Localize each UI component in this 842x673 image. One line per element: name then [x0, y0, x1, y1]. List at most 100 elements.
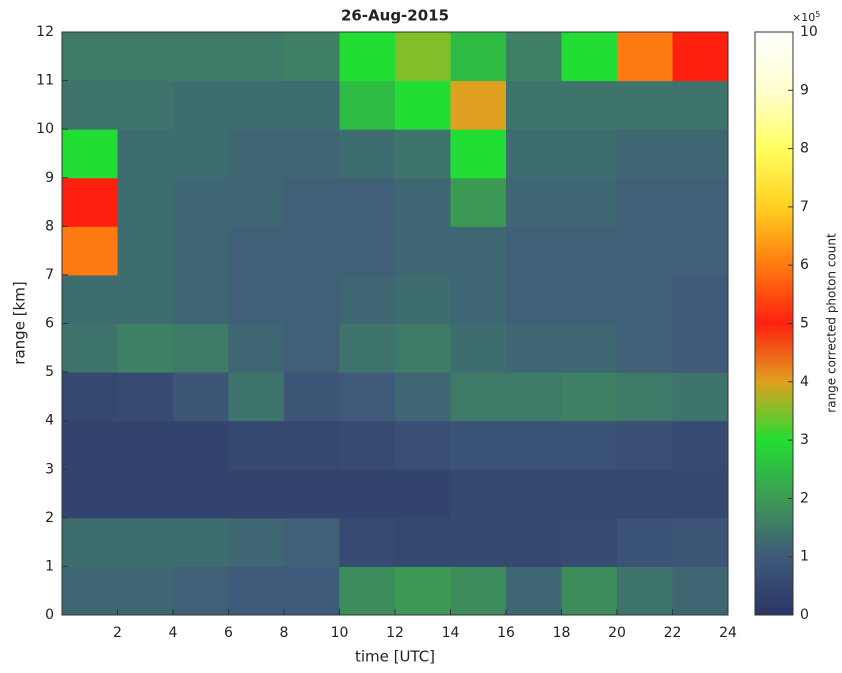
heat-cell — [117, 177, 174, 227]
x-tick-label: 10 — [331, 625, 349, 641]
heat-cell — [617, 372, 673, 422]
heat-cell — [62, 566, 118, 616]
heat-cell — [395, 469, 451, 519]
heat-cell — [561, 129, 618, 179]
colorbar-label: range corrected photon count — [825, 233, 839, 413]
y-tick-label: 6 — [45, 316, 54, 332]
colorbar-tick-label: 2 — [800, 490, 809, 506]
heat-cell — [561, 80, 618, 130]
heat-cell — [506, 274, 562, 324]
heat-cell — [228, 177, 285, 227]
heat-cell — [62, 372, 118, 422]
x-tick-label: 16 — [497, 625, 515, 641]
heat-cell — [228, 517, 285, 567]
colorbar-tick-label: 1 — [800, 549, 809, 565]
heat-cell — [339, 80, 396, 130]
heat-cell — [117, 566, 174, 616]
heat-cell — [228, 420, 285, 470]
x-tick-label: 14 — [442, 625, 460, 641]
heat-cell — [617, 420, 673, 470]
heat-cell — [62, 469, 118, 519]
heat-cell — [672, 80, 729, 130]
colorbar-tick-label: 7 — [800, 199, 809, 215]
heat-cell — [617, 177, 673, 227]
heat-cell — [173, 566, 229, 616]
heat-cell — [617, 226, 673, 276]
colorbar-scale-exp: 5 — [815, 10, 820, 19]
heat-cell — [506, 372, 562, 422]
heat-cell — [173, 372, 229, 422]
heat-cell — [450, 129, 507, 179]
heat-cell — [561, 177, 618, 227]
heat-cell — [62, 420, 118, 470]
heat-cell — [62, 517, 118, 567]
heat-cell — [450, 372, 507, 422]
heat-cell — [672, 469, 729, 519]
heat-cell — [117, 129, 174, 179]
x-axis-label: time [UTC] — [355, 648, 435, 666]
colorbar-tick-label: 10 — [800, 24, 818, 40]
heat-cell — [561, 226, 618, 276]
heat-cell — [62, 177, 118, 227]
heat-cell — [672, 32, 729, 82]
heat-cell — [450, 517, 507, 567]
y-tick-label: 8 — [45, 218, 54, 234]
heat-cell — [228, 372, 285, 422]
heat-cell — [62, 226, 118, 276]
heat-cell — [117, 226, 174, 276]
heat-cell — [506, 80, 562, 130]
heat-cell — [62, 32, 118, 82]
colorbar-tick-label: 6 — [800, 257, 809, 273]
heat-cell — [395, 372, 451, 422]
heat-cell — [173, 274, 229, 324]
y-tick-label: 4 — [45, 413, 54, 429]
heat-cell — [395, 517, 451, 567]
heat-cell — [228, 32, 285, 82]
heat-cell — [339, 420, 396, 470]
heat-cell — [339, 226, 396, 276]
heat-cell — [617, 469, 673, 519]
heat-cell — [672, 274, 729, 324]
heat-cell — [339, 517, 396, 567]
heat-cell — [450, 177, 507, 227]
heat-cell — [173, 323, 229, 373]
heat-cell — [617, 32, 673, 82]
heat-cell — [506, 566, 562, 616]
heat-cell — [395, 420, 451, 470]
heat-cell — [561, 372, 618, 422]
heat-cell — [339, 372, 396, 422]
heat-cell — [561, 274, 618, 324]
heat-cell — [284, 372, 340, 422]
heat-cell — [506, 129, 562, 179]
heat-cell — [506, 469, 562, 519]
heat-cell — [117, 372, 174, 422]
heat-cell — [173, 177, 229, 227]
heat-cell — [450, 226, 507, 276]
heat-cell — [173, 32, 229, 82]
x-tick-label: 20 — [608, 625, 626, 641]
heat-cell — [561, 323, 618, 373]
heat-cell — [672, 566, 729, 616]
heat-cell — [173, 226, 229, 276]
x-tick-label: 24 — [719, 625, 737, 641]
heat-cell — [339, 323, 396, 373]
heat-cell — [395, 566, 451, 616]
y-tick-label: 9 — [45, 170, 54, 186]
heat-cell — [672, 420, 729, 470]
heat-cell — [395, 226, 451, 276]
heat-cell — [506, 177, 562, 227]
heat-cell — [284, 566, 340, 616]
heat-cell — [672, 177, 729, 227]
heat-cell — [561, 420, 618, 470]
heat-cell — [173, 80, 229, 130]
y-tick-label: 3 — [45, 461, 54, 477]
heat-cell — [561, 32, 618, 82]
y-tick-label: 11 — [36, 73, 54, 89]
heat-cell — [339, 274, 396, 324]
y-tick-label: 10 — [36, 121, 54, 137]
heat-cell — [339, 32, 396, 82]
heat-cell — [284, 274, 340, 324]
heat-cell — [117, 274, 174, 324]
heat-cell — [284, 226, 340, 276]
heat-cell — [228, 469, 285, 519]
